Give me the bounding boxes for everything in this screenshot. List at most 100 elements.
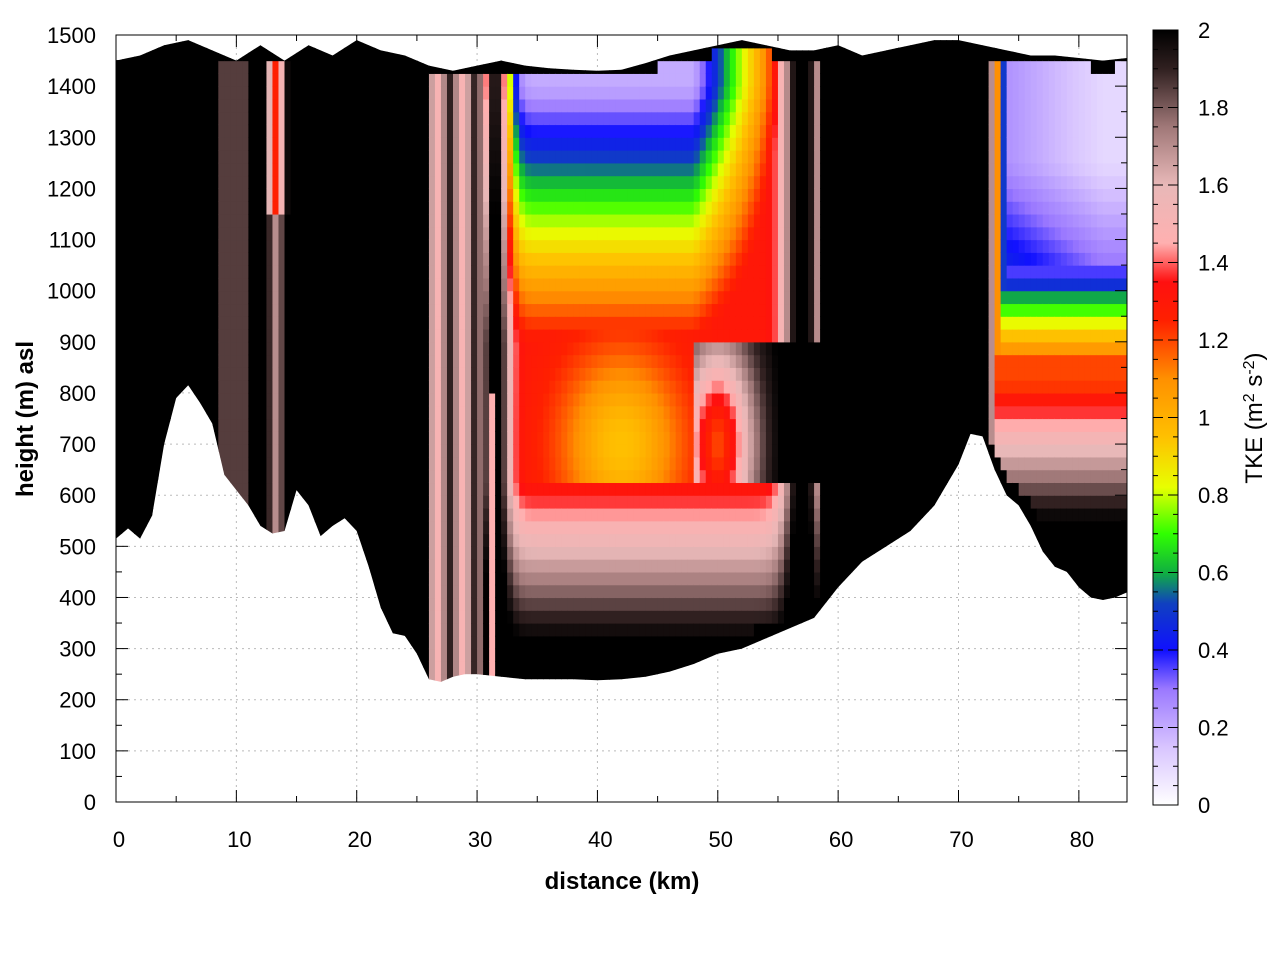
- tke-cell: [140, 277, 147, 292]
- tke-cell: [218, 111, 225, 126]
- tke-cell: [386, 456, 394, 471]
- tke-cell: [152, 444, 159, 458]
- tke-cell: [236, 456, 243, 471]
- tke-cell: [585, 661, 593, 675]
- tke-cell: [218, 201, 225, 215]
- tke-cell: [591, 111, 599, 126]
- tke-cell: [483, 188, 490, 202]
- tke-cell: [501, 201, 508, 215]
- tke-cell: [549, 674, 556, 682]
- tke-cell: [308, 239, 316, 253]
- tke-cell: [188, 213, 195, 228]
- tke-cell: [567, 520, 574, 535]
- tke-cell: [489, 303, 496, 317]
- tke-cell: [434, 316, 442, 330]
- tke-cell: [224, 354, 231, 368]
- tke-cell: [422, 162, 430, 177]
- tke-cell: [320, 98, 328, 113]
- tke-cell: [525, 610, 532, 624]
- tke-cell: [513, 86, 520, 100]
- tke-cell: [495, 367, 502, 381]
- tke-cell: [434, 137, 442, 151]
- tke-cell: [609, 559, 617, 573]
- tke-cell: [471, 303, 478, 317]
- tke-cell: [200, 367, 207, 381]
- tke-cell: [290, 162, 298, 177]
- tke-cell: [561, 150, 568, 164]
- tke-cell: [146, 60, 153, 74]
- tke-cell: [603, 392, 611, 407]
- tke-cell: [459, 507, 466, 522]
- tke-cell: [410, 507, 418, 522]
- tke-cell: [392, 316, 400, 330]
- tke-cell: [531, 98, 538, 113]
- tke-cell: [567, 124, 574, 138]
- tke-cell: [356, 444, 364, 458]
- tke-cell: [362, 213, 370, 228]
- tke-cell: [152, 277, 159, 292]
- tke-cell: [428, 380, 436, 394]
- tke-cell: [200, 137, 207, 151]
- tke-cell: [158, 124, 165, 138]
- tke-cell: [320, 367, 328, 381]
- tke-cell: [122, 201, 129, 215]
- tke-cell: [446, 98, 454, 113]
- tke-cell: [525, 150, 532, 164]
- tke-cell: [591, 239, 599, 253]
- tke-cell: [362, 290, 370, 305]
- tke-cell: [296, 367, 304, 381]
- tke-cell: [519, 226, 526, 241]
- tke-cell: [362, 239, 370, 253]
- tke-cell: [146, 316, 153, 330]
- tke-cell: [392, 533, 400, 547]
- tke-cell: [170, 392, 177, 407]
- tke-cell: [338, 73, 346, 87]
- tke-cell: [453, 392, 460, 407]
- tke-cell: [549, 188, 556, 202]
- tke-cell: [230, 213, 237, 228]
- tke-cell: [260, 98, 268, 113]
- tke-cell: [519, 456, 526, 471]
- tke-cell: [134, 329, 141, 343]
- tke-cell: [140, 469, 147, 484]
- tke-cell: [164, 213, 171, 228]
- tke-cell: [122, 162, 129, 177]
- tke-cell: [609, 623, 617, 637]
- tke-cell: [537, 571, 544, 586]
- tke-cell: [170, 188, 177, 202]
- tke-cell: [489, 405, 496, 420]
- tke-cell: [356, 73, 364, 87]
- tke-cell: [525, 213, 532, 228]
- tke-cell: [609, 444, 617, 458]
- tke-cell: [459, 635, 466, 650]
- tke-cell: [284, 444, 292, 458]
- tke-cell: [296, 444, 304, 458]
- tke-cell: [543, 392, 550, 407]
- tke-cell: [519, 265, 526, 279]
- tke-cell: [356, 367, 364, 381]
- tke-cell: [525, 341, 532, 356]
- tke-cell: [212, 290, 219, 305]
- tke-cell: [422, 520, 430, 535]
- tke-cell: [525, 648, 532, 662]
- tke-cell: [350, 150, 358, 164]
- tke-cell: [128, 354, 135, 368]
- tke-cell: [471, 444, 478, 458]
- tke-cell: [260, 175, 268, 189]
- tke-cell: [489, 252, 496, 266]
- tke-cell: [182, 73, 189, 87]
- tke-cell: [380, 73, 388, 87]
- tke-cell: [266, 60, 274, 74]
- tke-cell: [314, 329, 322, 343]
- tke-cell: [416, 98, 424, 113]
- tke-cell: [416, 86, 424, 100]
- tke-cell: [140, 47, 147, 62]
- tke-cell: [140, 341, 147, 356]
- tke-cell: [128, 137, 135, 151]
- tke-cell: [549, 124, 556, 138]
- tke-cell: [543, 98, 550, 113]
- tke-cell: [284, 431, 292, 445]
- tke-cell: [416, 559, 424, 573]
- tke-cell: [296, 239, 304, 253]
- tke-cell: [284, 507, 292, 522]
